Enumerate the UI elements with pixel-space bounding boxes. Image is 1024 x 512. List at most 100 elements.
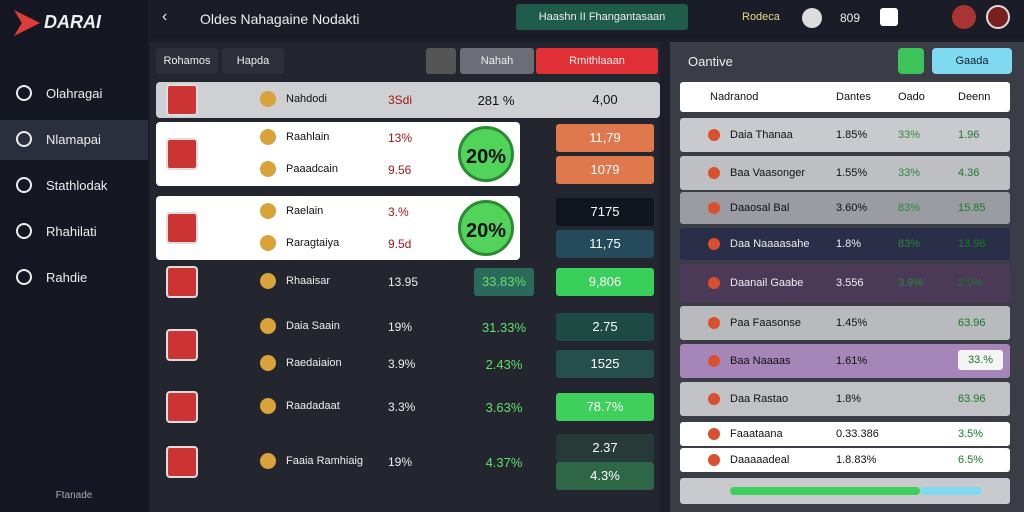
nav-item[interactable]: Rahdie bbox=[0, 258, 148, 298]
team-name: Daia Saain bbox=[286, 319, 340, 332]
match-row[interactable]: Raelain 3.% Raragtaiya 9.5d 20% bbox=[156, 196, 520, 260]
standings-row[interactable]: Daaaaadeal 1.8.83% 6.5% bbox=[680, 448, 1010, 472]
team-name: Raelain bbox=[286, 205, 324, 217]
cell: 3.60% bbox=[836, 202, 868, 214]
percentage: 13% bbox=[388, 131, 413, 145]
column-header: Dantes bbox=[836, 91, 871, 103]
match-row[interactable]: Raadadaat 3.3% 3.63% bbox=[156, 388, 660, 426]
cell: Daa Rastao bbox=[730, 393, 789, 405]
back-button[interactable]: ‹ bbox=[162, 8, 168, 25]
team-icon bbox=[708, 393, 720, 405]
team-name: Raahlain bbox=[286, 131, 330, 143]
team-crest bbox=[166, 138, 198, 170]
nav-item[interactable]: Nlamapai bbox=[0, 120, 148, 160]
odds-button[interactable]: 2.37 bbox=[556, 434, 654, 462]
team-crest bbox=[166, 446, 198, 478]
button[interactable]: Nahah bbox=[460, 48, 534, 74]
team-icon bbox=[708, 317, 720, 329]
column-header: Deenn bbox=[958, 91, 991, 103]
cell: 83% bbox=[898, 202, 921, 214]
percentage: 3Sdi bbox=[388, 93, 413, 107]
cell: Daia Thanaa bbox=[730, 129, 793, 141]
team-crest bbox=[166, 266, 198, 298]
cell: Daaosal Bal bbox=[730, 202, 790, 214]
banner[interactable]: Haashn II Fhangantasaan bbox=[516, 4, 688, 30]
team-icon bbox=[260, 354, 276, 371]
cell: 0.33.386 bbox=[836, 428, 879, 440]
cell: 6.5% bbox=[958, 454, 984, 466]
standings-row[interactable]: Baa Vaasonger 1.55% 33% 4.36 bbox=[680, 156, 1010, 190]
cell: Baa Naaaas bbox=[730, 355, 791, 367]
standings-row[interactable]: Paa Faasonse 1.45% 63.96 bbox=[680, 306, 1010, 340]
standings-row[interactable]: Daa Naaaasahe 1.8% 83% 13.96 bbox=[680, 228, 1010, 260]
matches-panel: Rohamos Hapda Nahah Rmithlaaan Nahdodi 3Sdi 28… bbox=[150, 42, 660, 512]
team-icon bbox=[260, 273, 276, 289]
standings-row[interactable]: Daanail Gaabe 3.556 3.9% 2.0% bbox=[680, 264, 1010, 302]
value: 33.83% bbox=[474, 268, 534, 296]
odds-button[interactable]: 4,00 bbox=[592, 92, 618, 107]
standings-row[interactable]: Baa Naaaas 1.61% 33.% bbox=[680, 344, 1010, 378]
odds-button[interactable]: 7175 bbox=[556, 198, 654, 226]
team-icon bbox=[708, 238, 720, 250]
team-name: Rhaaisar bbox=[286, 275, 331, 287]
standings-row[interactable]: Daaosal Bal 3.60% 83% 15.85 bbox=[680, 192, 1010, 224]
team-name: Raragtaiya bbox=[286, 237, 340, 249]
nav-item[interactable]: Stathlodak bbox=[0, 166, 148, 206]
nav-item[interactable]: Rhahilati bbox=[0, 212, 148, 252]
match-row[interactable]: Raahlain 13% Paaadcain 9.56 20% bbox=[156, 122, 520, 186]
standings-row[interactable]: Faaataana 0.33.386 3.5% bbox=[680, 422, 1010, 446]
cell: 33% bbox=[898, 129, 921, 141]
cell: 1.96 bbox=[958, 129, 980, 141]
button[interactable]: Gaada bbox=[932, 48, 1012, 74]
team-crest bbox=[166, 84, 198, 116]
icon-button[interactable] bbox=[898, 48, 924, 74]
cell: Daanail Gaabe bbox=[730, 277, 804, 289]
tab[interactable]: Hapda bbox=[222, 48, 284, 74]
odds-button[interactable]: 4.3% bbox=[556, 462, 654, 490]
team-icon bbox=[708, 454, 720, 466]
odds-button[interactable]: 1525 bbox=[556, 349, 654, 378]
cell: 1.61% bbox=[836, 355, 868, 367]
odds-button[interactable]: 11,79 bbox=[556, 124, 654, 152]
match-row[interactable]: Faaia Ramhiaig 19% 4.37% bbox=[156, 434, 660, 490]
odds-button[interactable]: 2.75 bbox=[556, 312, 654, 341]
team-name: Paaadcain bbox=[286, 163, 338, 175]
column-header: Oado bbox=[898, 91, 925, 103]
icon[interactable] bbox=[802, 8, 822, 28]
team-name: Nahdodi bbox=[286, 93, 327, 105]
cell: 1.8% bbox=[836, 393, 862, 405]
counter: 809 bbox=[840, 11, 861, 25]
team-icon bbox=[708, 129, 720, 141]
page-title: Oldes Nahagaine Nodakti bbox=[200, 11, 360, 27]
cell: 1.8.83% bbox=[836, 454, 877, 466]
match-row[interactable]: Daia Saain 19% 31.33% Raedaiaion 3.9% 2.43% bbox=[156, 308, 660, 382]
tab[interactable]: Rohamos bbox=[156, 48, 218, 74]
odds-button[interactable]: 9,806 bbox=[556, 268, 654, 296]
percentage: 3.% bbox=[388, 205, 409, 219]
button[interactable]: Rmithlaaan bbox=[536, 48, 658, 74]
cell: 4.36 bbox=[958, 167, 980, 179]
cell: 33% bbox=[898, 167, 921, 179]
odds-button[interactable]: 1079 bbox=[556, 156, 654, 184]
standings-panel: Oantive Gaada Nadranod Dantes Oado Deenn Dai… bbox=[670, 42, 1024, 512]
standings-row[interactable]: Daa Rastao 1.8% 63.96 bbox=[680, 382, 1010, 416]
nav-item[interactable]: Olahragai bbox=[0, 74, 148, 114]
value: 281 % bbox=[477, 93, 515, 108]
standings-row[interactable]: Daia Thanaa 1.85% 33% 1.96 bbox=[680, 118, 1010, 152]
odds-button[interactable]: 78.7% bbox=[556, 393, 654, 421]
team-icon bbox=[708, 277, 720, 289]
match-row[interactable]: Nahdodi 3Sdi 281 % bbox=[156, 82, 660, 118]
avatar[interactable] bbox=[986, 5, 1010, 29]
cell: 3.556 bbox=[836, 277, 864, 289]
team-icon bbox=[260, 129, 276, 145]
percentage: 9.5d bbox=[388, 237, 412, 251]
match-row[interactable]: Rhaaisar 13.95 33.83% bbox=[156, 264, 660, 300]
notification[interactable] bbox=[880, 8, 898, 26]
avatar[interactable] bbox=[952, 5, 976, 29]
icon-button[interactable] bbox=[426, 48, 456, 74]
percentage-badge: 20% bbox=[458, 126, 514, 182]
odds-button[interactable]: 11,75 bbox=[556, 230, 654, 258]
cell: 3.9% bbox=[898, 277, 924, 289]
cell: Daa Naaaasahe bbox=[730, 238, 810, 250]
cell: 13.96 bbox=[958, 238, 986, 250]
